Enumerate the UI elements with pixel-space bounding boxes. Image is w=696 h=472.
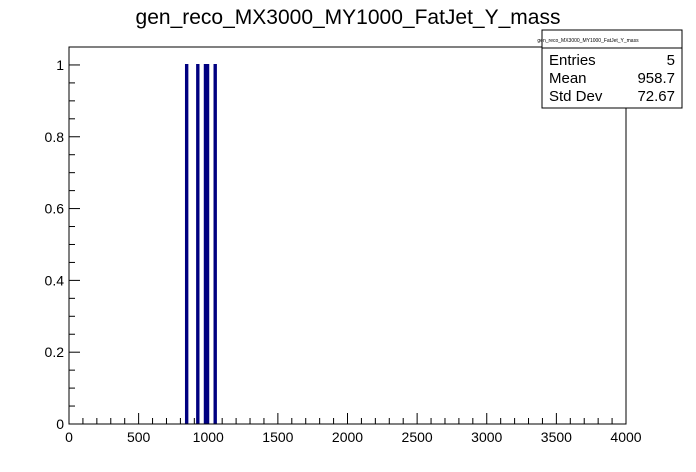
y-tick-labels: 0 0.2 0.4 0.6 0.8 1 [45, 57, 65, 432]
x-tick-label: 1000 [193, 429, 224, 445]
histogram-bars [184, 63, 217, 424]
y-tick-label: 0.2 [45, 344, 65, 360]
x-tick-label: 1500 [262, 429, 293, 445]
x-tick-label: 3500 [541, 429, 572, 445]
stats-box: gen_reco_MX3000_MY1000_FatJet_Y_mass Ent… [537, 29, 683, 109]
y-tick-label: 0.6 [45, 201, 65, 217]
stats-box-frame [541, 29, 683, 109]
histogram-bin [196, 63, 200, 424]
stats-stddev-label: Std Dev [549, 88, 603, 105]
x-tick-label: 3000 [471, 429, 502, 445]
x-tick-label: 2500 [402, 429, 433, 445]
x-tick-label: 500 [127, 429, 151, 445]
y-tick-label: 0 [56, 416, 64, 432]
histogram-bin [184, 63, 189, 424]
x-tick-label: 0 [65, 429, 73, 445]
stats-mean-value: 958.7 [637, 70, 675, 87]
stats-entries-value: 5 [667, 52, 675, 69]
x-tick-labels: 0 500 1000 1500 2000 2500 3000 3500 4000 [65, 429, 642, 445]
axis-ticks [68, 46, 627, 425]
x-tick-label: 4000 [610, 429, 641, 445]
y-tick-label: 0.8 [45, 129, 65, 145]
histogram-bin [205, 63, 210, 424]
y-tick-label: 1 [56, 57, 64, 73]
histogram-bin [213, 63, 217, 424]
stats-stddev-value: 72.67 [637, 88, 675, 105]
stats-box-title: gen_reco_MX3000_MY1000_FatJet_Y_mass [537, 38, 639, 44]
plot-frame [68, 46, 627, 425]
stats-mean-label: Mean [549, 70, 587, 87]
x-tick-label: 2000 [332, 429, 363, 445]
stats-entries-label: Entries [549, 52, 596, 69]
y-tick-label: 0.4 [45, 272, 65, 288]
chart-title: gen_reco_MX3000_MY1000_FatJet_Y_mass [136, 6, 561, 29]
